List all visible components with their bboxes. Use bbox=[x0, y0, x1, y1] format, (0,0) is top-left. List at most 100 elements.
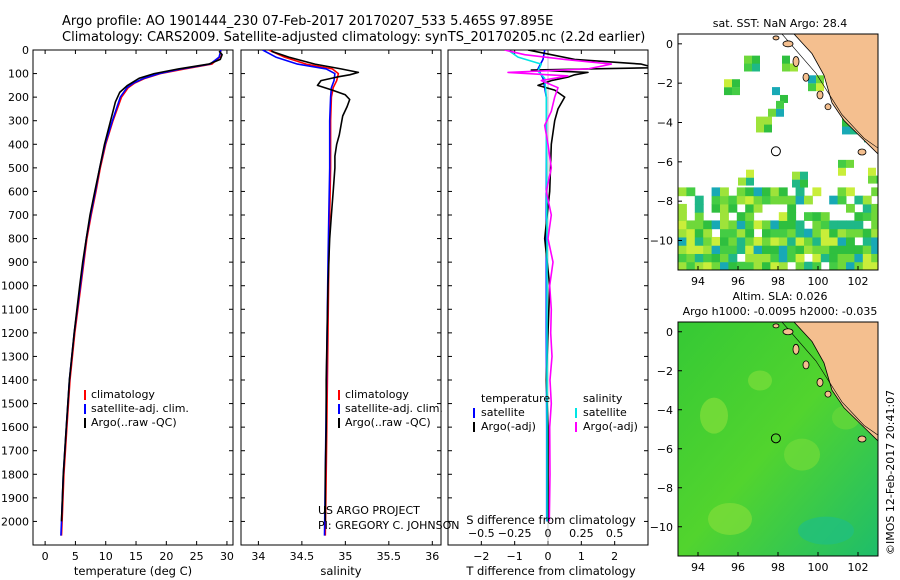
sst-pixel bbox=[745, 203, 755, 213]
sst-pixel bbox=[795, 261, 805, 270]
sst-pixel bbox=[795, 228, 805, 238]
argo-position-marker bbox=[770, 433, 781, 444]
sst-pixel bbox=[862, 203, 872, 213]
island bbox=[816, 90, 824, 100]
sst-pixel bbox=[678, 236, 687, 246]
x-tick-label: 0 bbox=[42, 550, 49, 563]
sla-map-title: Altim. SLA: 0.026 bbox=[732, 290, 827, 303]
sst-pixel bbox=[871, 203, 878, 213]
sst-pixel bbox=[752, 55, 760, 64]
sst-pixel bbox=[736, 236, 746, 246]
sst-pixel bbox=[862, 195, 872, 205]
map-y-tick-label: −8 bbox=[657, 195, 673, 208]
sst-pixel bbox=[820, 236, 830, 246]
series-line bbox=[537, 50, 548, 522]
sst-pixel bbox=[800, 171, 808, 180]
sst-pixel bbox=[764, 124, 772, 133]
legend-label: satellite-adj. clim. bbox=[91, 402, 189, 415]
sst-pixel bbox=[778, 236, 788, 246]
y-tick-label: 1800 bbox=[1, 468, 29, 481]
temperature-panel: 0100200300400500600700800900100011001200… bbox=[1, 44, 234, 578]
island bbox=[824, 103, 832, 111]
sst-pixel bbox=[846, 187, 855, 197]
sst-pixel bbox=[812, 261, 822, 270]
x-tick-label: 35.5 bbox=[377, 550, 402, 563]
y-tick-label: 900 bbox=[8, 256, 29, 269]
sst-pixel bbox=[820, 253, 830, 263]
legend-label: satellite bbox=[481, 406, 525, 419]
legend-label: Argo(..raw -QC) bbox=[345, 416, 431, 429]
y-tick-label: 1300 bbox=[1, 350, 29, 363]
shelf-contour bbox=[781, 34, 878, 149]
sst-pixel bbox=[686, 220, 696, 230]
sla-anomaly-blob bbox=[798, 516, 854, 545]
sst-pixel bbox=[804, 228, 813, 238]
x-tick-label: 20 bbox=[159, 550, 173, 563]
sst-pixel bbox=[787, 236, 797, 246]
y-tick-label: 0 bbox=[22, 44, 29, 57]
sst-pixel bbox=[862, 236, 872, 246]
sst-pixel bbox=[724, 87, 732, 96]
sst-pixel bbox=[871, 187, 878, 197]
sst-pixel bbox=[804, 236, 813, 246]
x-tick-label: 15 bbox=[129, 550, 143, 563]
x-tick-label: 25 bbox=[190, 550, 204, 563]
sst-pixel bbox=[862, 228, 872, 238]
sst-pixel bbox=[678, 212, 687, 221]
sst-pixel bbox=[820, 228, 830, 238]
sst-pixel bbox=[678, 187, 687, 197]
sla-anomaly-blob bbox=[784, 438, 820, 471]
sst-pixel bbox=[728, 195, 738, 205]
sst-pixel bbox=[778, 187, 788, 197]
sst-pixel bbox=[837, 220, 847, 230]
sst-pixel bbox=[678, 245, 687, 254]
island bbox=[824, 390, 832, 398]
s-tick-label: 0.25 bbox=[569, 527, 594, 540]
sst-pixel bbox=[752, 63, 760, 72]
sst-pixel bbox=[764, 116, 772, 125]
y-tick-label: 1500 bbox=[1, 398, 29, 411]
sst-pixel bbox=[862, 261, 872, 270]
sst-pixel bbox=[745, 245, 755, 254]
y-tick-label: 500 bbox=[8, 162, 29, 175]
sst-pixel bbox=[770, 261, 780, 270]
sst-pixel bbox=[787, 228, 797, 238]
sst-pixel bbox=[871, 245, 878, 254]
sst-pixel bbox=[703, 253, 713, 263]
sst-pixel bbox=[720, 212, 729, 221]
salinity-axes-frame bbox=[240, 49, 442, 546]
sst-pixel bbox=[804, 261, 813, 270]
sst-pixel bbox=[829, 253, 839, 263]
sst-pixel bbox=[686, 261, 696, 270]
series-line bbox=[504, 50, 613, 522]
sst-pixel bbox=[829, 228, 839, 238]
sst-pixel bbox=[711, 187, 721, 197]
sst-pixel bbox=[842, 126, 850, 135]
s-tick-label: 0.5 bbox=[606, 527, 624, 540]
sst-pixel bbox=[736, 228, 746, 238]
sst-pixel bbox=[812, 236, 822, 246]
sst-pixel bbox=[744, 63, 752, 72]
sst-pixel bbox=[871, 220, 878, 230]
sst-pixel bbox=[694, 195, 704, 205]
sst-pixel bbox=[846, 203, 855, 213]
sst-pixel bbox=[686, 228, 696, 238]
x-tick-label: −2 bbox=[473, 550, 489, 563]
sst-pixel bbox=[738, 177, 746, 186]
sst-pixel bbox=[720, 261, 729, 270]
sst-pixel bbox=[770, 253, 780, 263]
series-line bbox=[268, 50, 340, 536]
sst-pixel bbox=[720, 245, 729, 254]
sst-pixel bbox=[720, 187, 729, 197]
sst-pixel bbox=[770, 220, 780, 230]
y-tick-label: 300 bbox=[8, 115, 29, 128]
map-x-tick-label: 94 bbox=[691, 561, 705, 574]
series-line bbox=[507, 50, 548, 522]
series-line bbox=[262, 50, 336, 536]
sst-pixel bbox=[854, 253, 864, 263]
sst-pixel bbox=[703, 228, 713, 238]
sst-pixel bbox=[829, 195, 839, 205]
map-x-tick-label: 96 bbox=[731, 561, 745, 574]
